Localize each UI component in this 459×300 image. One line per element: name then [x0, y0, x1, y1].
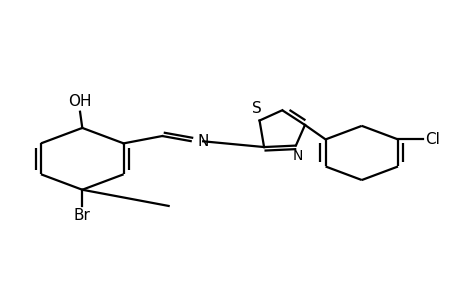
Text: OH: OH [68, 94, 92, 110]
Text: S: S [252, 101, 262, 116]
Text: Br: Br [74, 208, 90, 223]
Text: Cl: Cl [424, 132, 439, 147]
Text: N: N [197, 134, 209, 149]
Text: N: N [292, 149, 302, 163]
